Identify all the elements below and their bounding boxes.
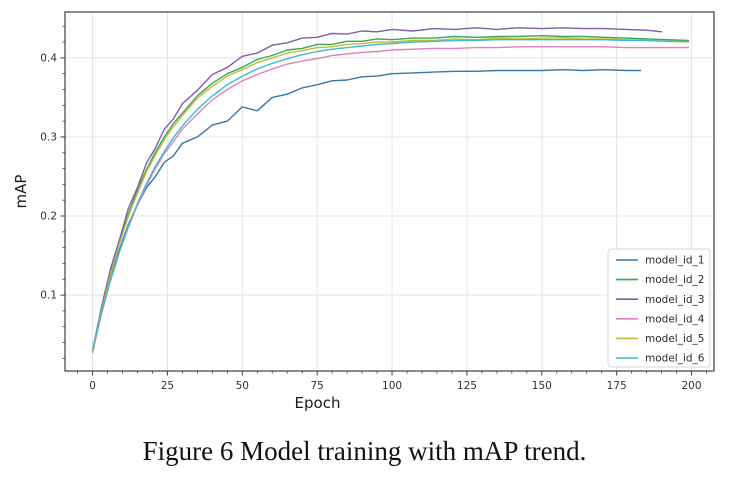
figure-caption: Figure 6 Model training with mAP trend.	[142, 436, 587, 466]
legend-label-model_id_1: model_id_1	[645, 255, 704, 267]
legend-label-model_id_4: model_id_4	[645, 313, 705, 325]
plot-area	[65, 12, 714, 371]
legend-item-model_id_4: model_id_4	[616, 313, 705, 325]
chart-svg: 0 25 50 75 100 125 150 175 200 0.1 0.2 0.3 0.4 Epoch m…	[12, 11, 715, 412]
x-tick-label: 25	[161, 380, 174, 392]
legend-item-model_id_2: model_id_2	[616, 274, 704, 286]
y-tick-label: 0.3	[40, 132, 57, 144]
legend-item-model_id_6: model_id_6	[616, 353, 705, 365]
series-line-model_id_2	[91, 35, 690, 353]
legend: model_id_1 model_id_2 model_id_3 model_id_4…	[607, 248, 711, 368]
series-line-model_id_6	[91, 39, 690, 351]
legend-box	[607, 248, 711, 368]
series-line-model_id_4	[91, 46, 690, 354]
legend-label-model_id_6: model_id_6	[645, 353, 705, 365]
legend-label-model_id_2: model_id_2	[645, 274, 704, 286]
legend-label-model_id_3: model_id_3	[645, 294, 704, 306]
series-line-model_id_5	[91, 37, 690, 352]
y-tick-label: 0.4	[40, 52, 57, 64]
x-axis-label: Epoch	[295, 394, 341, 412]
x-tick-label: 150	[532, 380, 552, 392]
x-tick-label: 50	[236, 380, 249, 392]
legend-item-model_id_3: model_id_3	[616, 294, 704, 306]
y-tick-label: 0.1	[40, 290, 57, 302]
x-tick-label: 100	[382, 380, 402, 392]
series-line-model_id_3	[91, 27, 663, 352]
x-tick-label: 200	[682, 380, 702, 392]
legend-label-model_id_5: model_id_5	[645, 333, 704, 345]
x-tick-label: 175	[607, 380, 627, 392]
legend-item-model_id_1: model_id_1	[616, 255, 704, 267]
y-tick-label: 0.2	[40, 211, 57, 223]
x-tick-label: 0	[89, 380, 96, 392]
series-line-model_id_1	[91, 68, 642, 352]
y-axis-label: mAP	[12, 175, 30, 209]
x-tick-label: 75	[310, 380, 323, 392]
legend-item-model_id_5: model_id_5	[616, 333, 704, 345]
x-tick-label: 125	[457, 380, 477, 392]
axes-border	[64, 11, 715, 372]
map-training-chart: 0 25 50 75 100 125 150 175 200 0.1 0.2 0.3 0.4 Epoch m…	[12, 11, 715, 412]
